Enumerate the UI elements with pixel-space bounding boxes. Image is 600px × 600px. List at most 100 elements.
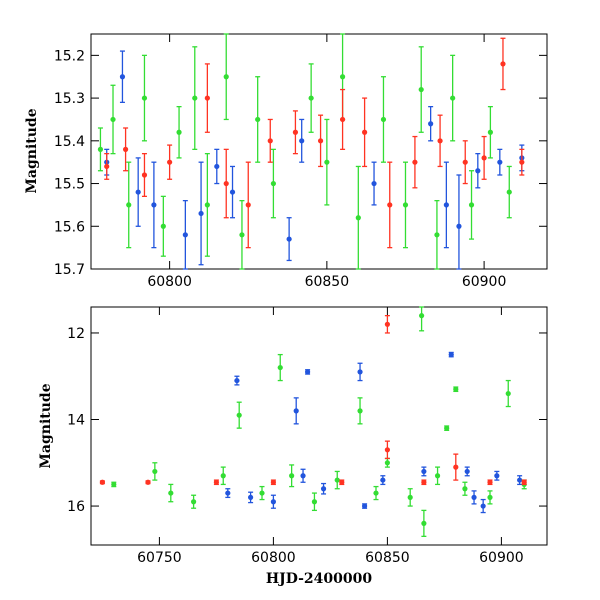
top-x-tick-label: 60900	[462, 274, 507, 290]
bottom-data-point	[480, 503, 486, 509]
bottom-data-point	[248, 494, 254, 500]
top-data-point	[443, 202, 449, 208]
bottom-x-tick-label: 60850	[365, 550, 410, 566]
bottom-data-point	[220, 473, 226, 479]
top-data-point	[292, 129, 299, 135]
top-data-point	[135, 189, 141, 195]
bottom-data-point	[300, 473, 306, 479]
top-y-axis-title: Magnitude	[24, 108, 40, 193]
bottom-y-tick-label: 16	[67, 499, 85, 515]
top-data-point	[176, 129, 182, 135]
bottom-data-point	[384, 447, 390, 453]
top-data-point	[122, 146, 129, 152]
bottom-x-tick-label: 60800	[251, 550, 296, 566]
top-panel-marks	[97, 33, 525, 270]
top-x-tick-label: 60800	[147, 274, 192, 290]
bottom-data-point	[384, 460, 390, 466]
bottom-x-axis-title: HJD-2400000	[266, 571, 373, 587]
bottom-data-point	[168, 490, 174, 496]
top-data-point	[126, 202, 132, 208]
bottom-data-point	[305, 369, 311, 375]
bottom-data-point	[234, 377, 240, 384]
top-data-point	[497, 159, 503, 165]
top-data-point	[192, 95, 198, 101]
top-data-point	[380, 116, 387, 123]
bottom-data-point	[419, 313, 425, 319]
bottom-data-point	[311, 499, 318, 505]
bottom-data-point	[191, 499, 197, 505]
top-y-tick-label: 15.6	[54, 219, 85, 235]
bottom-panel-frame	[90, 306, 548, 546]
top-data-point	[355, 215, 361, 221]
top-data-point	[434, 232, 440, 238]
top-data-point	[339, 74, 346, 80]
bottom-data-point	[259, 490, 265, 496]
top-y-tick-label: 15.5	[54, 177, 85, 193]
bottom-data-point	[380, 477, 386, 483]
bottom-data-point	[145, 479, 151, 485]
top-data-point	[119, 74, 126, 80]
bottom-data-point	[277, 364, 283, 371]
top-data-point	[255, 116, 261, 123]
top-data-point	[371, 180, 377, 187]
top-data-point	[299, 138, 305, 144]
bottom-data-point	[152, 468, 158, 475]
bottom-data-point	[487, 479, 493, 485]
bottom-x-tick-label: 60900	[479, 550, 524, 566]
top-data-point	[167, 159, 173, 165]
top-panel-ticks: 60800 60850 60900 15.2 15.3 15.4 15.5 15.6 15.7	[54, 34, 547, 290]
bottom-data-point	[494, 473, 500, 479]
top-data-point	[317, 138, 324, 144]
top-data-point	[362, 129, 368, 135]
bottom-data-point	[462, 486, 468, 492]
bottom-y-tick-label: 14	[67, 413, 85, 429]
top-data-point	[245, 202, 251, 208]
top-data-point	[500, 61, 506, 67]
top-data-point	[308, 95, 314, 101]
bottom-data-point	[334, 477, 340, 483]
top-y-tick-label: 15.4	[54, 134, 85, 150]
top-data-point	[110, 116, 116, 123]
bottom-data-point	[111, 481, 117, 488]
bottom-y-axis-title: Magnitude	[38, 383, 54, 468]
bottom-data-point	[517, 477, 523, 483]
top-data-point	[418, 86, 424, 93]
top-data-point	[402, 202, 409, 208]
top-data-point	[450, 95, 456, 101]
top-data-point	[456, 223, 462, 229]
top-data-point	[387, 202, 393, 208]
top-y-tick-label: 15.2	[54, 48, 85, 64]
bottom-data-point	[213, 479, 219, 485]
top-data-point	[229, 189, 236, 195]
bottom-data-point	[453, 464, 459, 470]
bottom-data-point	[434, 473, 441, 479]
bottom-data-point	[357, 369, 363, 375]
top-data-point	[270, 180, 276, 187]
top-data-point	[339, 116, 346, 123]
top-data-point	[481, 155, 487, 161]
top-data-point	[97, 146, 104, 152]
top-data-point	[141, 95, 148, 101]
bottom-data-point	[421, 479, 427, 485]
top-data-point	[223, 74, 229, 80]
bottom-data-point	[453, 386, 459, 392]
top-data-point	[487, 129, 493, 135]
top-data-point	[160, 223, 166, 229]
bottom-data-point	[320, 486, 327, 492]
bottom-data-point	[270, 479, 276, 485]
bottom-data-point	[357, 408, 363, 414]
bottom-data-point	[471, 494, 477, 500]
bottom-data-point	[225, 490, 231, 496]
bottom-data-point	[521, 479, 527, 485]
bottom-data-point	[373, 490, 379, 496]
bottom-data-point	[505, 390, 511, 397]
top-data-point	[198, 210, 204, 217]
top-data-point	[428, 121, 434, 127]
bottom-data-point	[236, 412, 242, 418]
top-data-point	[214, 163, 220, 170]
top-data-point	[475, 168, 481, 174]
top-data-point	[141, 172, 148, 178]
bottom-panel-marks	[99, 306, 527, 537]
bottom-y-tick-label: 12	[67, 326, 85, 342]
